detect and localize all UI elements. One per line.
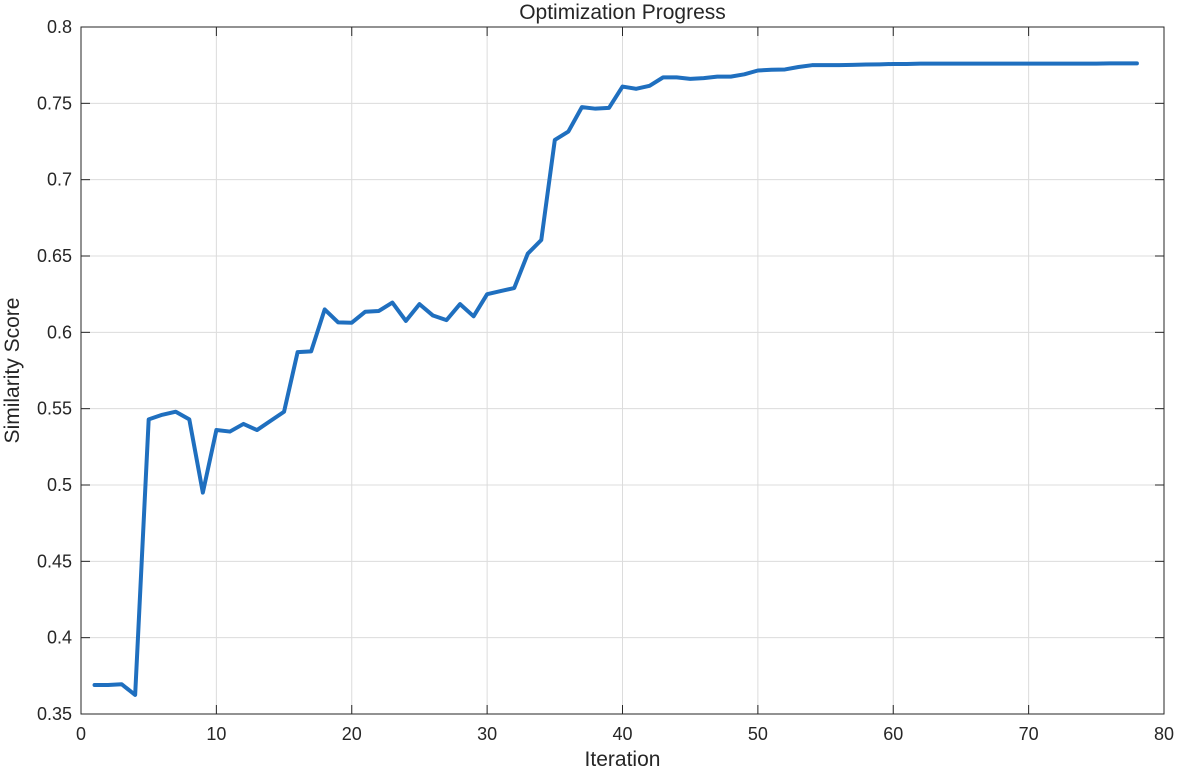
y-tick-label: 0.6: [47, 322, 72, 342]
y-tick-labels: 0.35 0.4 0.45 0.5 0.55 0.6 0.65 0.7 0.75 0.8: [37, 17, 72, 724]
x-tick-label: 80: [1154, 724, 1174, 744]
y-axis-title: Similarity Score: [1, 298, 24, 444]
y-tick-label: 0.45: [37, 551, 72, 571]
y-tick-label: 0.4: [47, 628, 72, 648]
y-tick-label: 0.75: [37, 93, 72, 113]
y-tick-label: 0.35: [37, 704, 72, 724]
x-tick-label: 40: [612, 724, 632, 744]
y-tick-label: 0.8: [47, 17, 72, 37]
x-tick-label: 50: [748, 724, 768, 744]
series-line: [92, 61, 1139, 697]
chart-title: Optimization Progress: [519, 1, 726, 24]
y-tick-label: 0.7: [47, 170, 72, 190]
y-tick-label: 0.55: [37, 399, 72, 419]
x-tick-label: 30: [477, 724, 497, 744]
y-tick-label: 0.5: [47, 475, 72, 495]
x-tick-label: 0: [76, 724, 86, 744]
series-layer: [92, 61, 1139, 697]
y-tick-label: 0.65: [37, 246, 72, 266]
x-tick-label: 10: [206, 724, 226, 744]
x-tick-label: 20: [342, 724, 362, 744]
axis-ticks: [80, 26, 1165, 715]
x-tick-label: 60: [883, 724, 903, 744]
x-tick-label: 70: [1019, 724, 1039, 744]
grid-lines: [80, 26, 1165, 715]
x-tick-labels: 0 10 20 30 40 50 60 70 80: [76, 724, 1174, 744]
x-axis-title: Iteration: [585, 748, 661, 770]
